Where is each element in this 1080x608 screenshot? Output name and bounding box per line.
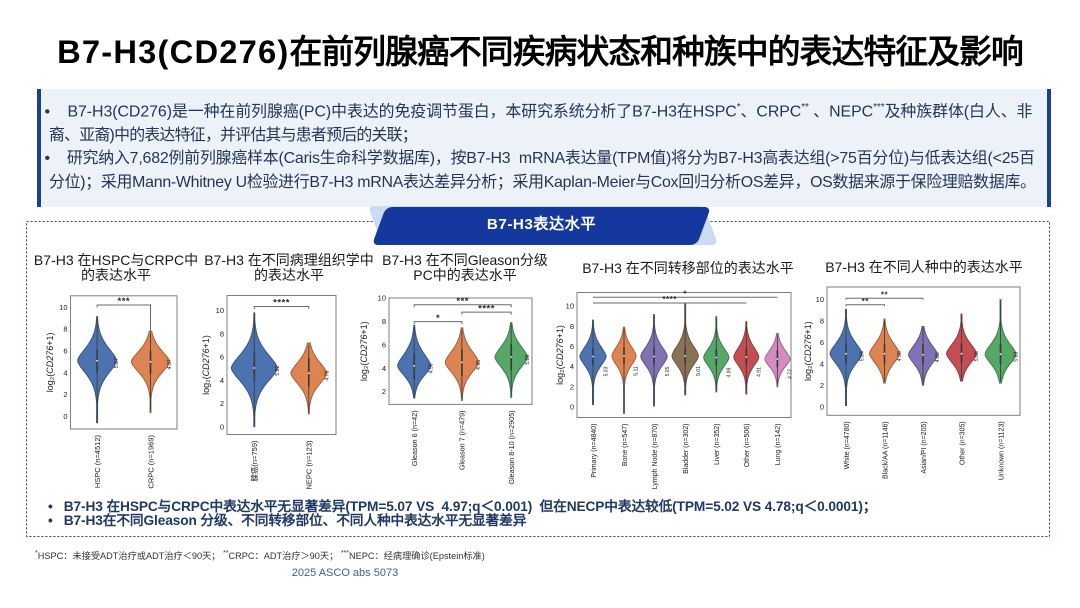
svg-text:2: 2: [382, 387, 386, 396]
svg-text:10: 10: [816, 295, 824, 304]
svg-text:*: *: [436, 313, 440, 324]
svg-text:0: 0: [820, 402, 824, 411]
svg-text:5.01: 5.01: [696, 366, 702, 376]
svg-text:4: 4: [63, 368, 67, 377]
svg-text:0: 0: [63, 412, 67, 421]
svg-text:Primary (n=4840): Primary (n=4840): [591, 424, 598, 478]
svg-text:4: 4: [220, 376, 224, 385]
svg-text:Gleason 7 (n=479): Gleason 7 (n=479): [458, 410, 467, 470]
svg-text:2: 2: [63, 390, 67, 399]
svg-text:8: 8: [382, 317, 386, 326]
svg-text:2: 2: [820, 381, 824, 390]
svg-text:6: 6: [570, 342, 574, 351]
svg-text:****: ****: [478, 303, 495, 314]
svg-text:*: *: [683, 290, 687, 299]
svg-text:4: 4: [382, 364, 386, 373]
svg-text:腺癌(n=759): 腺癌(n=759): [249, 440, 259, 482]
svg-text:5.06: 5.06: [974, 351, 980, 361]
svg-text:HSPC (n=4512): HSPC (n=4512): [93, 435, 102, 489]
svg-text:5.09: 5.09: [525, 354, 531, 364]
svg-text:log₂(CD276+1): log₂(CD276+1): [45, 333, 55, 393]
svg-text:0: 0: [570, 403, 574, 412]
svg-text:log₂(CD276+1): log₂(CD276+1): [201, 335, 211, 395]
svg-text:Asian/PI (n=205): Asian/PI (n=205): [921, 421, 928, 473]
svg-text:10: 10: [378, 294, 386, 303]
svg-text:4.78: 4.78: [324, 371, 330, 381]
svg-text:CRPC (n=1969): CRPC (n=1969): [146, 435, 155, 489]
svg-text:2: 2: [570, 382, 574, 391]
svg-text:Lymph Node (n=870): Lymph Node (n=870): [652, 424, 659, 490]
svg-text:NEPC (n=123): NEPC (n=123): [305, 440, 314, 489]
svg-text:Lung (n=142): Lung (n=142): [775, 424, 782, 466]
svg-text:8: 8: [570, 322, 574, 331]
svg-text:***: ***: [456, 296, 469, 307]
svg-text:4.56: 4.56: [428, 363, 434, 373]
svg-text:4.72: 4.72: [788, 369, 794, 379]
svg-text:6: 6: [220, 353, 224, 362]
svg-text:8: 8: [220, 329, 224, 338]
svg-text:10: 10: [566, 302, 574, 311]
svg-text:4: 4: [820, 360, 824, 369]
svg-text:log₂(CD276+1): log₂(CD276+1): [359, 321, 369, 381]
svg-text:0: 0: [220, 422, 224, 431]
svg-text:4.99: 4.99: [727, 367, 733, 377]
svg-text:5.04: 5.04: [860, 351, 866, 361]
svg-text:**: **: [881, 291, 889, 300]
svg-text:Black/AA (n=1146): Black/AA (n=1146): [882, 421, 889, 479]
svg-text:6: 6: [820, 338, 824, 347]
svg-text:5.03: 5.03: [1014, 352, 1020, 362]
svg-text:Other (n=506): Other (n=506): [744, 424, 751, 468]
svg-text:White (n=4780): White (n=4780): [844, 421, 851, 469]
svg-text:5.03: 5.03: [604, 366, 610, 376]
svg-text:Gleason 6 (n=42): Gleason 6 (n=42): [410, 410, 419, 466]
svg-text:****: ****: [662, 295, 677, 304]
svg-text:4.80: 4.80: [935, 352, 941, 362]
svg-text:log₂(CD276+1): log₂(CD276+1): [803, 321, 813, 381]
svg-text:10: 10: [59, 303, 67, 312]
svg-text:6: 6: [63, 347, 67, 356]
svg-text:log₂(CD276+1): log₂(CD276+1): [555, 325, 565, 385]
svg-text:8: 8: [63, 325, 67, 334]
svg-text:5.11: 5.11: [634, 366, 640, 376]
svg-text:2: 2: [220, 399, 224, 408]
svg-text:8: 8: [820, 317, 824, 326]
svg-text:Bone (n=547): Bone (n=547): [622, 424, 629, 467]
svg-text:***: ***: [118, 296, 131, 307]
svg-text:5.02: 5.02: [275, 365, 281, 375]
svg-text:4.95: 4.95: [476, 360, 482, 370]
svg-text:****: ****: [273, 298, 290, 309]
svg-text:4.91: 4.91: [756, 367, 762, 377]
svg-text:**: **: [862, 297, 870, 306]
svg-text:10: 10: [216, 306, 224, 315]
svg-text:4.97: 4.97: [167, 359, 173, 369]
svg-text:Liver (n=352): Liver (n=352): [714, 424, 721, 465]
svg-text:4.98: 4.98: [897, 351, 903, 361]
svg-text:Other (n=305): Other (n=305): [959, 421, 966, 465]
svg-text:Unknown (n=1123): Unknown (n=1123): [998, 421, 1005, 480]
svg-text:5.05: 5.05: [665, 366, 671, 376]
svg-text:6: 6: [382, 340, 386, 349]
svg-text:Gleason 8-10 (n=2905): Gleason 8-10 (n=2905): [507, 410, 516, 484]
svg-text:Bladder (n=302): Bladder (n=302): [683, 424, 690, 474]
svg-text:4: 4: [570, 362, 574, 371]
svg-text:5.07: 5.07: [114, 358, 120, 368]
